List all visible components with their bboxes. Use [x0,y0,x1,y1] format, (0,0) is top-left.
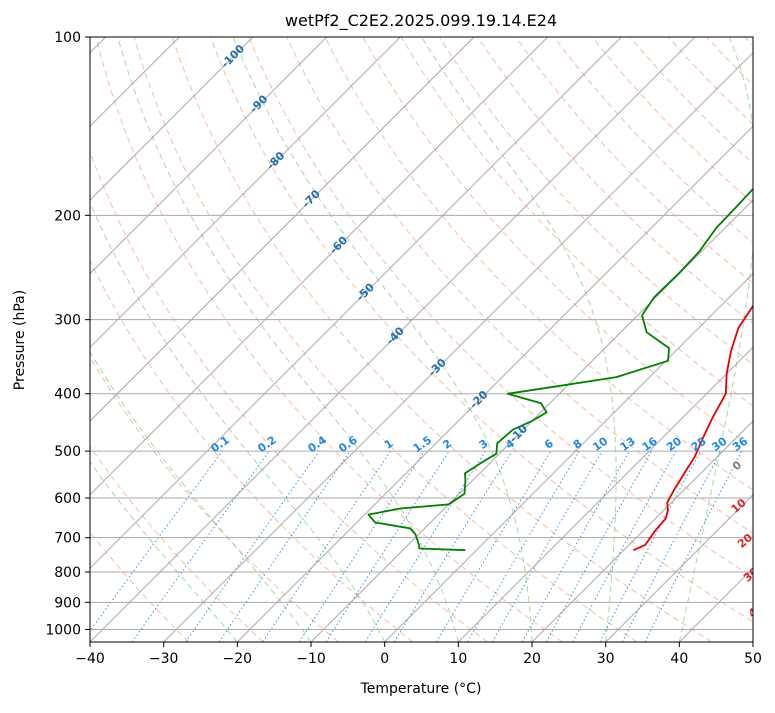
mixing-ratio-line [299,451,424,642]
isotherm-line [237,37,775,642]
moist-adiabat-line [679,37,756,642]
mixing-ratio-line [436,451,551,642]
dry-adiabat-line [0,37,189,642]
x-tick-label: 30 [597,651,615,667]
dry-adiabat-line [668,37,775,642]
isotherm-line [679,37,775,642]
isotherm-line [164,37,769,642]
y-tick-label: 800 [54,565,81,581]
dry-adiabat-line [707,37,775,642]
y-tick-label: 200 [54,208,81,224]
moist-adiabat-label: 30 [741,565,761,585]
isotherm-line [0,37,400,642]
mixing-ratio-label: 0.1 [208,433,231,455]
chart-title: wetPf2_C2E2.2025.099.19.14.E24 [285,11,557,31]
y-tick-label: 900 [54,595,81,611]
x-tick-label: 0 [380,651,389,667]
x-axis-title: Temperature (°C) [360,681,482,697]
mixing-ratio-line [546,451,651,642]
moist-adiabat-line [40,37,385,642]
moist-adiabat-line [422,37,616,642]
y-tick-label: 300 [54,313,81,329]
isotherm-line [532,37,775,642]
dewpoint-series-line [368,37,775,550]
y-tick-label: 1000 [45,622,81,638]
x-tick-label: −30 [149,651,179,667]
mixing-ratio-label: 0.6 [336,433,360,455]
y-tick-label: 400 [54,387,81,403]
isotherm-line [16,37,621,642]
isotherm-line [753,37,775,642]
x-tick-label: −40 [75,651,105,667]
moist-adiabat-label: 0 [730,458,744,473]
dry-adiabat-line [516,37,775,642]
isotherm-label: -20 [467,388,490,411]
dry-adiabat-line [554,37,775,642]
y-axis-title: Pressure (hPa) [12,290,28,390]
isotherm-line [385,37,775,642]
x-tick-label: 40 [670,651,688,667]
temperature-series-line [633,37,775,550]
moist-adiabat-line [118,37,459,642]
dry-adiabat-line [96,37,562,642]
y-tick-label: 700 [54,531,81,547]
x-tick-label: −20 [223,651,253,667]
mixing-ratio-line [600,451,701,642]
x-tick-label: 50 [744,651,762,667]
isotherm-line [311,37,775,642]
moist-adiabat-label: 20 [735,531,755,551]
dry-adiabat-line [0,37,264,642]
dry-adiabat-line [20,37,413,642]
moist-adiabat-line [753,37,775,642]
dry-adiabat-line [745,37,775,642]
mixing-ratio-label: 0.4 [305,433,329,455]
isotherm-label: -80 [264,149,287,172]
x-tick-label: −10 [296,651,326,667]
x-tick-label: 10 [449,651,467,667]
moist-adiabat-line [0,37,237,642]
mixing-ratio-line [263,451,391,642]
isotherm-line [0,37,253,642]
plot-frame [90,37,753,642]
mixing-ratio-label: 1.5 [411,433,434,455]
dry-adiabat-line [592,37,775,642]
dry-adiabat-line [58,37,488,642]
mixing-ratio-label: 2 [440,437,454,452]
y-tick-label: 100 [54,30,81,46]
mixing-ratio-line [219,451,350,642]
profile-lines [368,37,775,550]
mixing-ratio-line [573,451,676,642]
y-tick-label: 600 [54,491,81,507]
mixing-ratio-label: 6 [542,437,556,452]
moist-adiabat-line [0,37,311,642]
isotherm-label: -60 [327,233,350,256]
mixing-ratio-line [468,451,580,642]
moist-adiabat-label: 40 [746,600,766,620]
dry-adiabat-line [0,37,338,642]
y-tick-label: 500 [54,444,81,460]
mixing-ratio-line [326,451,449,642]
x-tick-label: 20 [523,651,541,667]
mixing-ratio-line [365,451,485,642]
isotherm-line [458,37,775,642]
moist-adiabat-label: 10 [729,496,749,516]
isotherm-line [0,37,474,642]
